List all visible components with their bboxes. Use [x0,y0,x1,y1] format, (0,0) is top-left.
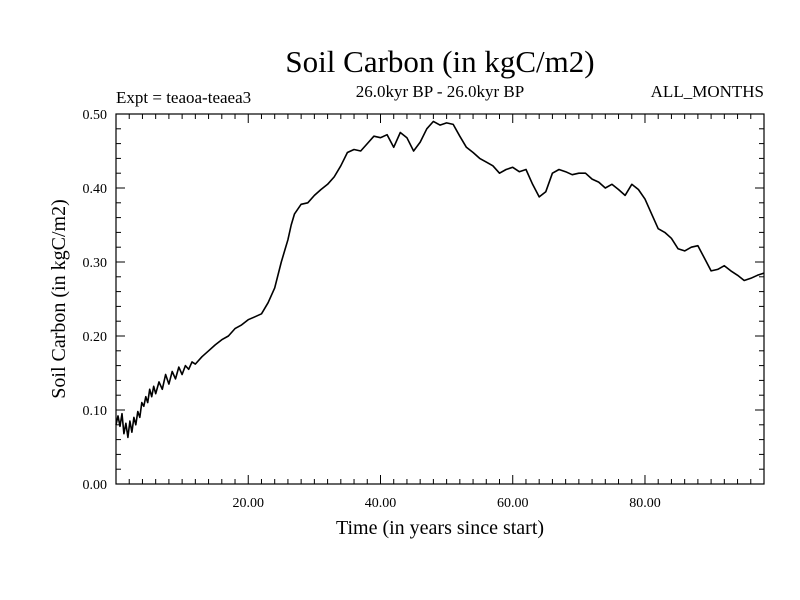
plot-frame [115,113,765,485]
y-tick-label: 0.10 [83,404,108,419]
y-tick-label: 0.30 [83,256,108,271]
x-tick-label: 80.00 [629,496,661,511]
y-tick-label: 0.20 [83,330,108,345]
y-tick-label: 0.00 [83,478,108,493]
x-tick-label: 20.00 [232,496,264,511]
x-tick-label: 40.00 [365,496,397,511]
y-axis-label: Soil Carbon (in kgC/m2) [48,199,70,398]
chart-subtitle: 26.0kyr BP - 26.0kyr BP [356,82,524,101]
y-tick-label: 0.50 [83,108,108,123]
x-tick-label: 60.00 [497,496,529,511]
x-axis-label: Time (in years since start) [336,517,544,539]
months-label: ALL_MONTHS [651,82,764,101]
series-line-soil_carbon [115,120,765,439]
y-tick-label: 0.40 [83,182,108,197]
chart-title: Soil Carbon (in kgC/m2) [285,44,594,79]
expt-label: Expt = teaoa-teaea3 [116,88,251,107]
